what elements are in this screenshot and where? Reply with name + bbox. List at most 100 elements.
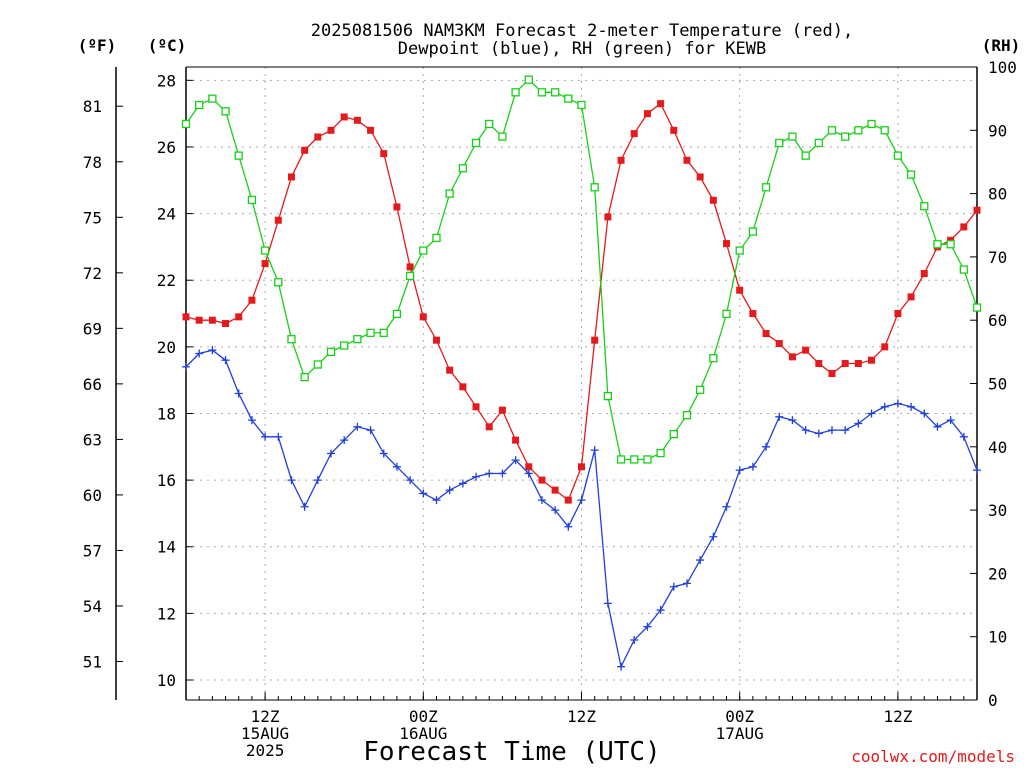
dewpoint-point — [195, 349, 204, 358]
rh-point — [485, 119, 494, 129]
rh-point — [392, 309, 402, 319]
fahrenheit-tick-label: 78 — [83, 153, 102, 172]
time-tick-label: 17AUG — [716, 724, 764, 743]
temperature-point — [327, 126, 335, 134]
rh-tick-label: 0 — [988, 691, 998, 710]
fahrenheit-tick-label: 63 — [83, 430, 102, 449]
dewpoint-point — [300, 502, 309, 511]
dewpoint-point — [564, 522, 573, 531]
temperature-point — [446, 366, 454, 374]
dewpoint-point — [775, 412, 784, 421]
temperature-point — [353, 116, 361, 124]
dewpoint-point — [340, 436, 349, 445]
rh-point — [946, 240, 955, 249]
dewpoint-point — [973, 466, 981, 475]
temperature-point — [788, 353, 796, 361]
temperature-point — [578, 463, 585, 471]
rh-point — [893, 151, 903, 160]
temperature-point — [512, 436, 520, 444]
rh-line — [185, 78, 978, 461]
rh-point — [775, 138, 784, 148]
dewpoint-point — [353, 422, 362, 431]
temperature-point — [208, 316, 216, 324]
temperature-point — [287, 173, 295, 181]
temperature-point — [709, 196, 717, 204]
dewpoint-point — [379, 449, 388, 458]
celsius-axis-unit: (ºC) — [148, 36, 187, 55]
temperature-point — [762, 330, 770, 338]
dewpoint-point — [907, 402, 916, 411]
dewpoint-point — [208, 346, 217, 355]
temperature-point — [195, 316, 203, 324]
rh-point — [735, 246, 744, 255]
rh-point — [195, 100, 204, 110]
axis-layer: 10 12 14 16 18 20 22 24 26 28 51 54 57 60 63 66 69 72 75 78… — [83, 58, 1017, 710]
series-layer — [181, 75, 982, 671]
temperature-point — [485, 423, 493, 431]
rh-point — [287, 335, 296, 344]
dewpoint-point — [696, 556, 705, 565]
dewpoint-point — [261, 432, 270, 441]
temperature-point — [683, 156, 691, 164]
temperature-point — [828, 370, 836, 378]
rh-point — [379, 328, 388, 338]
rh-point — [603, 392, 613, 401]
temperature-point — [538, 476, 546, 484]
rh-point — [181, 119, 191, 129]
dewpoint-point — [432, 496, 441, 505]
rh-point — [616, 455, 626, 464]
rh-point — [959, 265, 968, 274]
dewpoint-point — [327, 449, 336, 458]
fahrenheit-tick-label: 60 — [83, 486, 102, 505]
dewpoint-point — [762, 442, 771, 451]
dewpoint-point — [959, 432, 968, 441]
rh-tick-label: 100 — [988, 58, 1017, 77]
rh-axis-unit: (RH) — [982, 36, 1021, 55]
dewpoint-point — [643, 622, 652, 631]
dewpoint-point — [406, 476, 415, 485]
celsius-tick-label: 16 — [157, 471, 176, 490]
rh-point — [722, 309, 731, 319]
rh-point — [564, 94, 573, 103]
time-tick-label: 12Z — [251, 707, 280, 726]
temperature-point — [881, 343, 889, 351]
rh-point — [761, 183, 771, 192]
rh-point — [445, 189, 454, 198]
dewpoint-point — [366, 426, 375, 435]
dewpoint-point — [827, 426, 836, 435]
dewpoint-point — [287, 476, 296, 485]
rh-point — [208, 94, 217, 103]
temperature-point — [406, 263, 414, 271]
time-tick-label: 12Z — [883, 707, 912, 726]
rh-point — [788, 132, 797, 141]
dewpoint-point — [313, 476, 322, 485]
dewpoint-point — [603, 599, 612, 608]
celsius-tick-label: 18 — [157, 404, 176, 423]
temperature-point — [841, 360, 849, 368]
rh-point — [353, 335, 362, 344]
rh-point — [709, 354, 718, 363]
rh-point — [300, 373, 309, 382]
grid-layer — [186, 67, 977, 700]
chart-subtitle: Dewpoint (blue), RH (green) for KEWB — [398, 39, 766, 59]
celsius-tick-label: 10 — [157, 671, 176, 690]
temperature-point — [657, 100, 665, 108]
temperature-point — [920, 270, 928, 278]
dewpoint-point — [458, 479, 467, 488]
rh-point — [827, 126, 837, 135]
dewpoint-point — [511, 456, 520, 465]
temperature-point — [340, 113, 348, 121]
rh-tick-label: 80 — [988, 185, 1007, 204]
temperature-point — [815, 360, 823, 368]
dewpoint-point — [221, 356, 230, 365]
rh-point — [801, 151, 810, 160]
rh-point — [696, 385, 705, 394]
dewpoint-point — [735, 466, 744, 475]
fahrenheit-tick-label: 57 — [83, 541, 102, 560]
credit-text: coolwx.com/models — [851, 747, 1015, 766]
fahrenheit-tick-label: 75 — [83, 208, 102, 227]
rh-point — [247, 195, 257, 205]
temperature-point — [222, 320, 230, 328]
